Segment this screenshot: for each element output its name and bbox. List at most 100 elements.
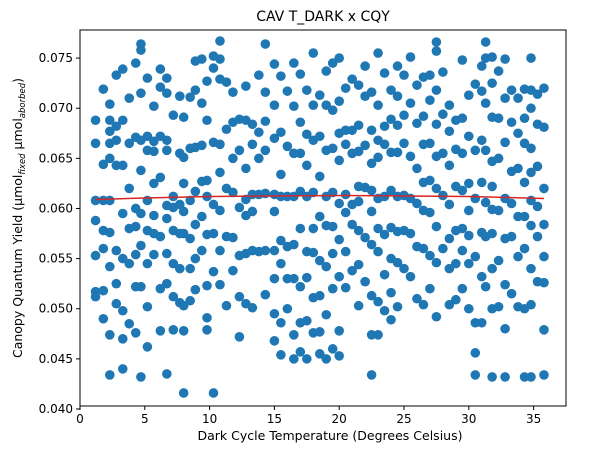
data-point xyxy=(105,370,115,380)
data-point xyxy=(136,282,146,292)
data-point xyxy=(99,244,109,254)
data-point xyxy=(99,314,109,324)
data-point xyxy=(464,304,474,314)
data-point xyxy=(399,110,409,120)
data-point xyxy=(179,179,189,189)
data-point xyxy=(533,162,543,172)
data-point xyxy=(289,101,299,111)
data-point xyxy=(302,273,312,283)
data-point xyxy=(539,325,549,335)
data-point xyxy=(111,279,121,289)
data-point xyxy=(156,326,166,336)
y-axis-label-sub-absorbed: aborbed xyxy=(18,82,28,118)
data-point xyxy=(289,330,299,340)
data-point xyxy=(136,241,146,251)
data-point xyxy=(118,161,128,171)
data-point xyxy=(412,80,422,90)
data-point xyxy=(248,303,258,313)
data-point xyxy=(241,81,251,91)
data-point xyxy=(494,113,504,123)
data-point xyxy=(276,71,286,81)
data-point xyxy=(222,124,232,134)
data-point xyxy=(494,154,504,164)
data-point xyxy=(143,302,153,312)
data-point xyxy=(500,54,510,64)
data-point xyxy=(162,214,172,224)
data-point xyxy=(261,116,271,126)
data-point xyxy=(209,229,219,239)
y-axis-label-mid: μmol xyxy=(10,118,25,153)
data-point xyxy=(412,118,422,128)
data-point xyxy=(136,45,146,55)
data-point xyxy=(156,64,166,74)
data-point xyxy=(464,259,474,269)
data-point xyxy=(202,313,212,323)
data-point xyxy=(507,199,517,209)
data-point xyxy=(270,274,280,284)
data-point xyxy=(191,187,201,197)
data-point xyxy=(494,256,504,266)
data-point xyxy=(202,176,212,186)
x-axis-label: Dark Cycle Temperature (Degrees Celsius) xyxy=(198,428,463,443)
data-point xyxy=(296,224,306,234)
data-point xyxy=(380,230,390,240)
data-point xyxy=(228,233,238,243)
data-point xyxy=(445,161,455,171)
data-point xyxy=(308,248,318,258)
data-point xyxy=(191,254,201,264)
data-point xyxy=(91,139,101,149)
data-point xyxy=(470,252,480,262)
data-point xyxy=(470,79,480,89)
data-point xyxy=(487,229,497,239)
data-point xyxy=(215,140,225,150)
data-point xyxy=(458,284,468,294)
data-point xyxy=(315,90,325,100)
data-point xyxy=(105,99,115,109)
data-point xyxy=(289,274,299,284)
data-point xyxy=(386,315,396,325)
data-point xyxy=(539,370,549,380)
data-point xyxy=(270,59,280,69)
data-point xyxy=(202,76,212,86)
data-point xyxy=(289,58,299,68)
data-point xyxy=(487,78,497,88)
data-point xyxy=(215,246,225,256)
data-point xyxy=(328,249,338,259)
data-point xyxy=(406,272,416,282)
data-point xyxy=(169,325,179,335)
data-point xyxy=(425,284,435,294)
data-point xyxy=(334,351,344,361)
data-point xyxy=(136,166,146,176)
data-point xyxy=(451,295,461,305)
data-point xyxy=(321,354,331,364)
data-point xyxy=(202,115,212,125)
data-point xyxy=(458,149,468,159)
data-point xyxy=(191,220,201,230)
data-point xyxy=(458,224,468,234)
data-point xyxy=(487,182,497,192)
data-point xyxy=(464,90,474,100)
data-point xyxy=(105,330,115,340)
data-point xyxy=(334,156,344,166)
data-point xyxy=(321,66,331,76)
data-point xyxy=(425,176,435,186)
data-point xyxy=(477,272,487,282)
data-point xyxy=(406,52,416,62)
data-point xyxy=(215,54,225,64)
data-point xyxy=(367,240,377,250)
y-tick-label: 0.075 xyxy=(39,51,73,65)
data-point xyxy=(464,231,474,241)
data-point xyxy=(539,122,549,132)
data-point xyxy=(191,85,201,95)
data-point xyxy=(215,36,225,46)
data-point xyxy=(162,369,172,379)
data-point xyxy=(464,131,474,141)
data-point xyxy=(520,113,530,123)
data-point xyxy=(162,146,172,156)
data-point xyxy=(526,264,536,274)
data-point xyxy=(354,80,364,90)
data-point xyxy=(276,170,286,180)
data-point xyxy=(380,140,390,150)
data-point xyxy=(334,53,344,63)
